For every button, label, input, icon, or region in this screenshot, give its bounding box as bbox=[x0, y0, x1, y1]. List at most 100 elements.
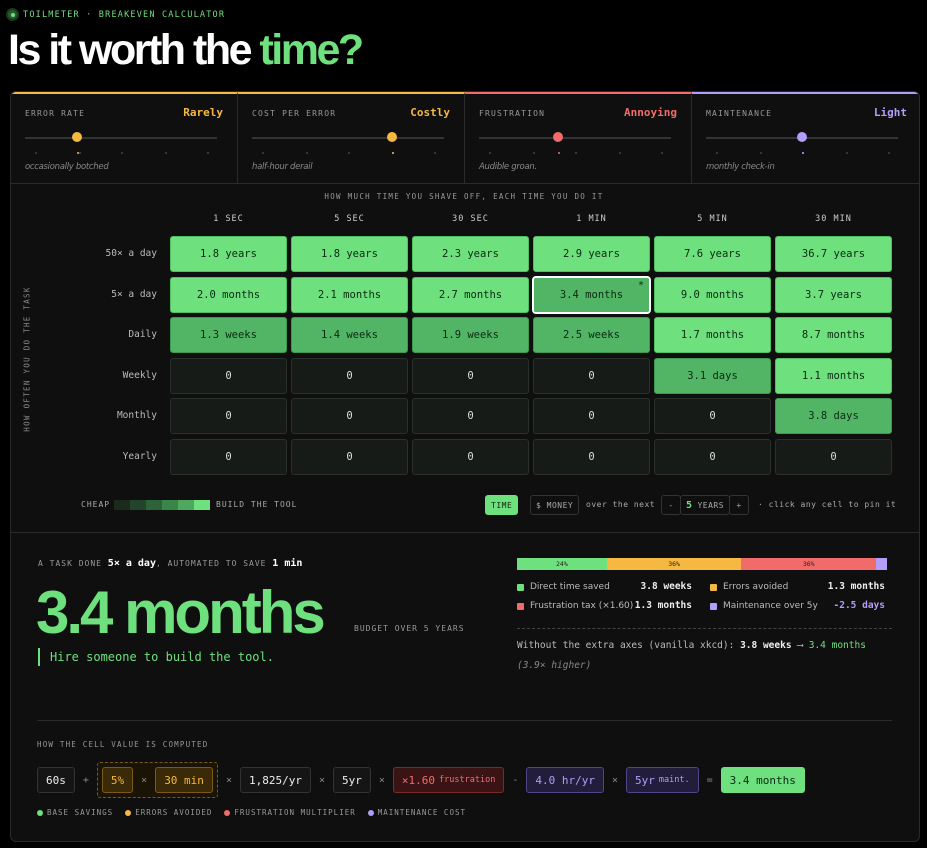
chip-text: 4.0 hr/yr bbox=[535, 773, 595, 787]
slider-dot bbox=[121, 152, 123, 154]
mode-time[interactable]: TIME bbox=[485, 495, 519, 515]
result: 3.4 months bbox=[36, 579, 326, 646]
years-box[interactable]: 5 YEARS bbox=[680, 495, 730, 515]
grid-cell[interactable]: 1.4 weeks bbox=[291, 317, 408, 353]
slider-dot bbox=[888, 152, 891, 154]
summary-lead: A TASK DONE bbox=[38, 559, 108, 568]
compare-lead: Without the extra axes (vanilla xkcd): bbox=[517, 640, 741, 651]
formula-chip: 60s bbox=[37, 767, 75, 793]
plus-button[interactable]: + bbox=[729, 495, 749, 515]
legend-name: MAINTENANCE COST bbox=[377, 808, 466, 817]
slider-dot bbox=[261, 152, 264, 154]
chip-text: 5yr bbox=[341, 773, 362, 787]
formula-chip: 30 min bbox=[155, 767, 213, 793]
segment-label: 36% bbox=[802, 560, 815, 568]
slider[interactable]: FRUSTRATION Annoying Audible groan. bbox=[465, 92, 692, 184]
grid-cell[interactable]: 3.4 months * bbox=[532, 275, 651, 314]
grid-cell[interactable]: 3.1 days bbox=[654, 357, 771, 394]
slider-knob[interactable] bbox=[387, 132, 398, 142]
slider-knob[interactable] bbox=[797, 132, 807, 142]
grid-cell[interactable]: 0 bbox=[291, 398, 408, 434]
legend-name: Errors avoided bbox=[723, 582, 789, 592]
grid-cell[interactable]: 1.9 weeks bbox=[412, 317, 529, 353]
grid-cell[interactable]: 2.5 weeks bbox=[533, 317, 650, 353]
slider[interactable]: ERROR RATE Rarely occasionally botched bbox=[11, 92, 238, 184]
grid-cell[interactable]: 9.0 months bbox=[654, 276, 771, 313]
grid-cell[interactable]: 1.3 weeks bbox=[170, 317, 287, 353]
grid-cell[interactable]: 8.7 months bbox=[775, 317, 892, 353]
grid-cell[interactable]: 0 bbox=[412, 357, 529, 394]
slider-value: Annoying bbox=[624, 106, 677, 119]
grid-cell[interactable]: 0 bbox=[412, 438, 529, 475]
scale-low: CHEAP bbox=[81, 500, 111, 509]
grid-cell[interactable]: 1.8 years bbox=[170, 236, 287, 272]
grid-cell[interactable]: 0 bbox=[533, 398, 650, 434]
verdict: Hire someone to build the tool. bbox=[38, 648, 274, 666]
grid-cell[interactable]: 2.9 years bbox=[533, 236, 650, 272]
legend-swatch bbox=[710, 583, 717, 591]
row-header: Monthly bbox=[116, 410, 157, 421]
slider[interactable]: MAINTENANCE Light monthly check-in bbox=[692, 92, 919, 184]
legend-item: Frustration tax (×1.60) bbox=[517, 601, 633, 611]
formula-operator: + bbox=[82, 774, 89, 786]
grid-cell[interactable]: 1.7 months bbox=[654, 317, 771, 353]
summary-saving: 1 min bbox=[272, 558, 303, 569]
grid-cell[interactable]: 2.0 months bbox=[170, 276, 287, 313]
formula-chip: 5yr bbox=[332, 767, 371, 793]
logo bbox=[6, 8, 19, 21]
grid-cell[interactable]: 2.1 months bbox=[291, 276, 408, 313]
formula-operator: × bbox=[225, 774, 232, 786]
mode-money[interactable]: $ MONEY bbox=[530, 495, 580, 515]
formula-legend-item: FRUSTRATION MULTIPLIER bbox=[224, 808, 355, 817]
grid-cell[interactable]: 0 bbox=[533, 357, 650, 394]
row-header: Yearly bbox=[122, 450, 157, 462]
grid-cell[interactable]: 2.7 months bbox=[412, 276, 529, 313]
row-header: 50× a day bbox=[105, 248, 157, 259]
grid-cell[interactable]: 1.1 months bbox=[775, 357, 892, 394]
legend-dot bbox=[125, 809, 132, 816]
grid-cell[interactable]: 0 bbox=[291, 438, 408, 475]
formula-operator: × bbox=[378, 774, 385, 786]
column-header: 5 SEC bbox=[334, 214, 365, 224]
slider-dot-active bbox=[802, 152, 804, 154]
minus-button[interactable]: - bbox=[661, 495, 681, 515]
formula-chip: 3.4 months bbox=[720, 767, 805, 793]
slider[interactable]: COST PER ERROR Costly half-hour derail bbox=[238, 92, 465, 184]
grid-cell[interactable]: 0 bbox=[654, 438, 771, 475]
grid-cell[interactable]: 1.8 years bbox=[291, 236, 408, 272]
grid-cell[interactable]: 36.7 years bbox=[775, 236, 892, 272]
legend-name: ERRORS AVOIDED bbox=[135, 808, 213, 817]
column-header: 1 MIN bbox=[576, 214, 607, 224]
title-accent: time? bbox=[259, 26, 364, 74]
chip-text: 1,825/yr bbox=[248, 773, 302, 787]
slider-dot bbox=[34, 152, 37, 154]
grid-cell[interactable]: 0 bbox=[533, 438, 650, 475]
grid-cell[interactable]: 0 bbox=[170, 357, 287, 394]
slider-knob[interactable] bbox=[552, 132, 563, 142]
slider-caption: Audible groan. bbox=[479, 162, 537, 172]
grid-cell[interactable]: 0 bbox=[170, 398, 287, 434]
grid-cell[interactable]: 7.6 years bbox=[654, 236, 771, 272]
grid-cell[interactable]: 0 bbox=[654, 398, 771, 434]
axis-label: HOW OFTEN YOU DO THE TASK bbox=[22, 286, 32, 432]
slider-label: COST PER ERROR bbox=[252, 109, 337, 118]
grid-cell[interactable]: 0 bbox=[170, 438, 287, 475]
formula-legend-item: MAINTENANCE COST bbox=[367, 808, 466, 817]
formula-chip: ×1.60 frustration bbox=[392, 767, 505, 793]
grid-cell[interactable]: 3.8 days bbox=[775, 398, 892, 434]
grid-cell[interactable]: 3.7 years bbox=[775, 276, 892, 313]
slider-dot bbox=[348, 152, 350, 154]
slider-knob[interactable] bbox=[71, 132, 82, 142]
grid-cell[interactable]: 0 bbox=[775, 438, 892, 475]
legend-dot bbox=[367, 809, 374, 816]
separator bbox=[11, 532, 919, 533]
slider-label: FRUSTRATION bbox=[479, 109, 546, 118]
slider-dot bbox=[165, 152, 168, 154]
formula-row: 60s +5% × 30 min × 1,825/yr × 5yr × ×1.60 frustrat… bbox=[37, 762, 805, 798]
formula-operator: × bbox=[611, 774, 618, 786]
grid-cell[interactable]: 2.3 years bbox=[412, 236, 529, 272]
segment-label: 36% bbox=[668, 560, 680, 568]
grid-cell[interactable]: 0 bbox=[412, 398, 529, 434]
grid-cell[interactable]: 0 bbox=[291, 357, 408, 394]
panel: ERROR RATE Rarely occasionally botched COST… bbox=[10, 91, 920, 842]
